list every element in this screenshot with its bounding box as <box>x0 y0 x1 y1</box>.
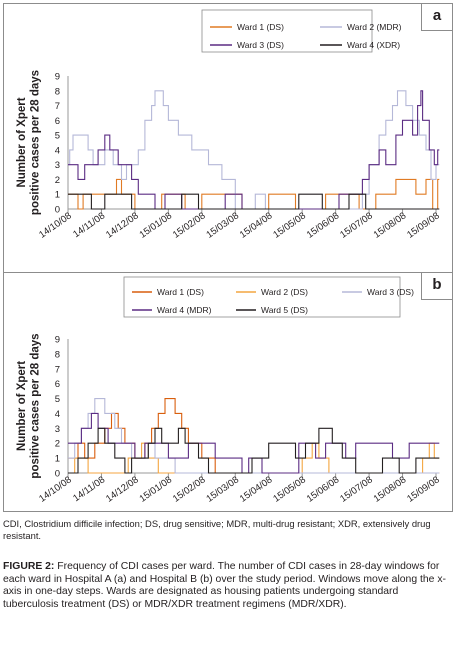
chart-a: Number of Xpert positive cases per 28 day… <box>16 9 442 241</box>
x-tick-label: 15/09/08 <box>405 474 442 504</box>
x-tick-label: 15/08/08 <box>372 474 409 504</box>
x-tick-label: 15/02/08 <box>171 474 208 504</box>
y-tick-label: 8 <box>55 86 60 97</box>
x-tick-label: 15/03/08 <box>204 474 241 504</box>
y-tick-label: 7 <box>55 364 60 375</box>
y-tick-label: 5 <box>55 131 60 142</box>
x-tick-label: 15/08/08 <box>372 210 409 240</box>
y-tick-label: 3 <box>55 424 60 435</box>
y-tick-label: 0 <box>55 469 60 480</box>
x-tick-label: 15/01/08 <box>137 210 174 240</box>
legend-box <box>123 276 401 318</box>
x-tick-label: 15/02/08 <box>171 210 208 240</box>
series-line <box>68 398 440 474</box>
series-line <box>68 90 440 210</box>
legend-label: Ward 5 (DS) <box>261 305 308 315</box>
x-tick-label: 15/06/08 <box>305 210 342 240</box>
series-line <box>68 178 440 210</box>
legend-label: Ward 3 (DS) <box>237 40 284 50</box>
y-tick-label: 2 <box>55 439 60 450</box>
x-tick-label: 14/11/08 <box>71 210 107 240</box>
y-tick-label: 4 <box>55 145 60 156</box>
y-tick-label: 1 <box>55 190 60 201</box>
y-axis-label: Number of Xpert positive cases per 28 day… <box>16 70 42 215</box>
series-line <box>68 412 440 474</box>
chart-panel-b: Number of Xpert positive cases per 28 day… <box>3 272 453 512</box>
legend-label: Ward 2 (DS) <box>261 287 308 297</box>
y-tick-label: 7 <box>55 101 60 112</box>
x-tick-label: 15/09/08 <box>405 210 442 240</box>
figure-caption: FIGURE 2: Frequency of CDI cases per war… <box>3 561 451 611</box>
y-tick-label: 1 <box>55 454 60 465</box>
x-tick-label: 15/06/08 <box>305 474 342 504</box>
x-tick-label: 15/01/08 <box>137 474 174 504</box>
x-tick-label: 14/11/08 <box>71 474 107 504</box>
caption-label: FIGURE 2: <box>3 561 55 572</box>
x-tick-label: 15/05/08 <box>271 474 308 504</box>
chart-b: Number of Xpert positive cases per 28 day… <box>16 276 442 505</box>
legend-label: Ward 1 (DS) <box>157 287 204 297</box>
x-tick-label: 15/04/08 <box>238 210 275 240</box>
y-tick-label: 8 <box>55 349 60 360</box>
y-tick-label: 9 <box>55 72 60 83</box>
x-tick-label: 15/05/08 <box>271 210 308 240</box>
caption-text: Frequency of CDI cases per ward. The num… <box>3 561 446 610</box>
y-tick-label: 0 <box>55 205 60 216</box>
panel-label-a: a <box>421 4 452 31</box>
figure-footnote: CDI, Clostridium difficile infection; DS… <box>3 518 431 541</box>
legend-label: Ward 1 (DS) <box>237 22 284 32</box>
x-tick-label: 14/12/08 <box>104 210 141 240</box>
y-tick-label: 3 <box>55 160 60 171</box>
legend-label: Ward 2 (MDR) <box>347 22 402 32</box>
x-tick-label: 15/04/08 <box>238 474 275 504</box>
series-line <box>68 427 440 474</box>
panel-label-b: b <box>421 273 452 300</box>
y-tick-label: 9 <box>55 335 60 346</box>
y-tick-label: 2 <box>55 175 60 186</box>
y-axis-label: Number of Xpert positive cases per 28 day… <box>16 333 42 478</box>
chart-panel-a: Number of Xpert positive cases per 28 day… <box>3 3 453 273</box>
series-line <box>68 398 440 474</box>
x-tick-label: 15/07/08 <box>338 474 375 504</box>
y-tick-label: 6 <box>55 379 60 390</box>
y-tick-label: 6 <box>55 116 60 127</box>
x-tick-label: 14/12/08 <box>104 474 141 504</box>
x-tick-label: 15/03/08 <box>204 210 241 240</box>
legend-label: Ward 3 (DS) <box>367 287 414 297</box>
legend-label: Ward 4 (XDR) <box>347 40 400 50</box>
y-tick-label: 4 <box>55 409 60 420</box>
series-line <box>68 193 440 210</box>
x-tick-label: 15/07/08 <box>338 210 375 240</box>
y-tick-label: 5 <box>55 394 60 405</box>
legend-label: Ward 4 (MDR) <box>157 305 212 315</box>
series-line <box>68 90 440 210</box>
